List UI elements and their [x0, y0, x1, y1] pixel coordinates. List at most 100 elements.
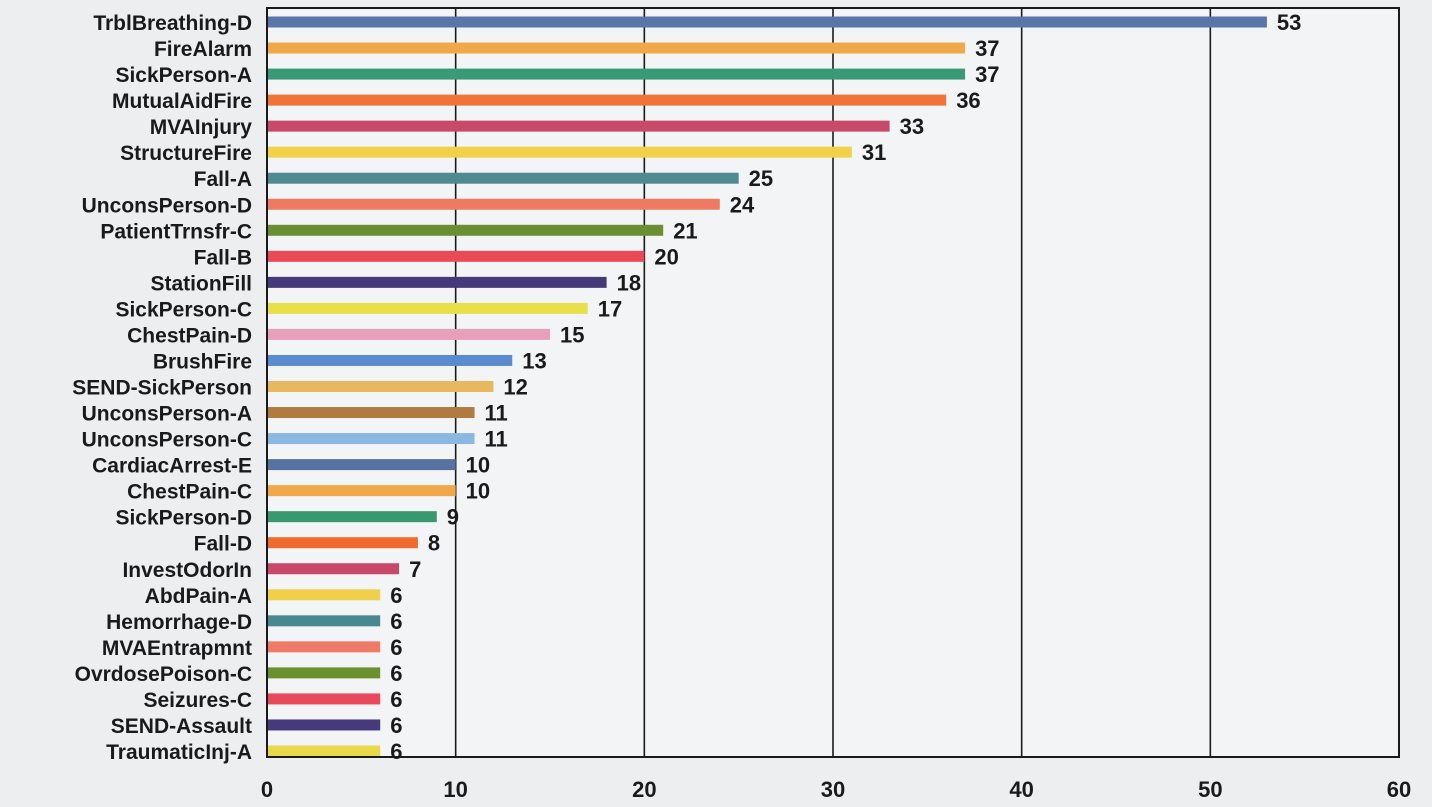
bar	[267, 719, 381, 731]
value-label: 7	[409, 557, 421, 582]
category-label: StationFill	[151, 272, 253, 295]
category-label: FireAlarm	[154, 38, 252, 61]
value-label: 6	[390, 687, 402, 712]
bar	[267, 745, 381, 757]
category-label: UnconsPerson-C	[82, 429, 252, 452]
category-label: AbdPain-A	[145, 585, 252, 608]
bar	[267, 354, 513, 366]
bar	[267, 120, 890, 132]
value-label: 15	[560, 322, 584, 347]
category-label: MutualAidFire	[112, 90, 252, 113]
category-label: OvrdosePoison-C	[75, 663, 252, 686]
bar	[267, 224, 664, 236]
bar	[267, 485, 456, 497]
value-label: 6	[390, 661, 402, 686]
bar	[267, 563, 400, 575]
bar	[267, 198, 720, 210]
value-label: 6	[390, 739, 402, 764]
value-label: 36	[956, 88, 980, 113]
category-labels: TrblBreathing-D FireAlarm SickPerson-A Mutu…	[72, 12, 252, 764]
bar	[267, 172, 739, 184]
category-label: TraumaticInj-A	[106, 741, 252, 764]
value-label: 8	[428, 531, 440, 556]
category-label: ChestPain-D	[127, 324, 252, 347]
category-label: SickPerson-C	[115, 298, 252, 321]
category-label: SEND-SickPerson	[72, 377, 252, 400]
category-label: PatientTrnsfr-C	[100, 220, 252, 243]
value-label: 6	[390, 583, 402, 608]
x-tick-label: 40	[1009, 777, 1033, 802]
value-label: 17	[598, 296, 622, 321]
value-label: 18	[617, 270, 641, 295]
value-label: 37	[975, 62, 999, 87]
category-label: BrushFire	[153, 350, 252, 373]
plot-border	[266, 7, 1400, 758]
bar	[267, 381, 494, 392]
category-label: CardiacArrest-E	[92, 455, 252, 478]
bar	[267, 537, 418, 549]
value-label: 53	[1277, 10, 1301, 35]
value-label: 24	[730, 192, 755, 217]
value-label: 31	[862, 140, 886, 165]
bar	[267, 511, 437, 523]
bar	[267, 589, 381, 601]
category-label: Seizures-C	[143, 689, 252, 712]
value-label: 11	[485, 401, 508, 426]
value-label: 13	[522, 348, 546, 373]
value-labels: 5337373633312524212018171513121111101098…	[390, 10, 1301, 764]
category-label: MVAInjury	[150, 116, 253, 139]
bar	[267, 459, 456, 471]
category-label: SEND-Assault	[111, 715, 252, 738]
value-label: 6	[390, 609, 402, 634]
bar	[267, 615, 381, 627]
bar	[267, 146, 852, 158]
category-label: Fall-A	[194, 168, 252, 191]
bar	[267, 433, 475, 445]
gridlines	[454, 8, 1212, 757]
value-label: 10	[466, 479, 490, 504]
value-label: 12	[503, 375, 527, 400]
bar	[267, 407, 475, 419]
value-label: 21	[673, 218, 697, 243]
x-tick-label: 60	[1387, 777, 1411, 802]
bar	[267, 276, 607, 288]
bar	[267, 42, 966, 54]
category-label: TrblBreathing-D	[93, 12, 252, 35]
category-label: SickPerson-A	[115, 64, 252, 87]
value-label: 25	[749, 166, 773, 191]
x-tick-label: 30	[821, 777, 845, 802]
bar	[267, 250, 645, 262]
x-tick-label: 20	[632, 777, 656, 802]
value-label: 33	[900, 114, 924, 139]
bars	[267, 16, 1267, 757]
bar	[267, 94, 947, 106]
bar	[267, 68, 966, 80]
category-label: UnconsPerson-A	[82, 403, 252, 426]
category-label: Fall-B	[194, 246, 252, 269]
category-label: MVAEntrapmnt	[102, 637, 252, 660]
x-tick-label: 10	[443, 777, 467, 802]
value-label: 6	[390, 713, 402, 738]
category-label: SickPerson-D	[115, 507, 252, 530]
category-label: Fall-D	[194, 533, 252, 556]
x-tick-label: 0	[261, 777, 273, 802]
value-label: 9	[447, 505, 459, 530]
category-label: StructureFire	[120, 142, 252, 165]
bar	[267, 328, 550, 340]
category-label: Hemorrhage-D	[106, 611, 252, 634]
value-label: 6	[390, 635, 402, 660]
bar	[267, 667, 381, 679]
bar	[267, 16, 1267, 28]
bar	[267, 302, 588, 314]
value-label: 20	[654, 244, 678, 269]
category-label: InvestOdorIn	[122, 559, 252, 582]
bar	[267, 693, 381, 705]
category-label: ChestPain-C	[127, 481, 252, 504]
value-label: 11	[485, 427, 508, 452]
x-axis-tick-labels: 0 10 20 30 40 50 60	[261, 777, 1411, 802]
category-label: UnconsPerson-D	[82, 194, 252, 217]
value-label: 10	[466, 453, 490, 478]
value-label: 37	[975, 36, 999, 61]
bar	[267, 641, 381, 653]
